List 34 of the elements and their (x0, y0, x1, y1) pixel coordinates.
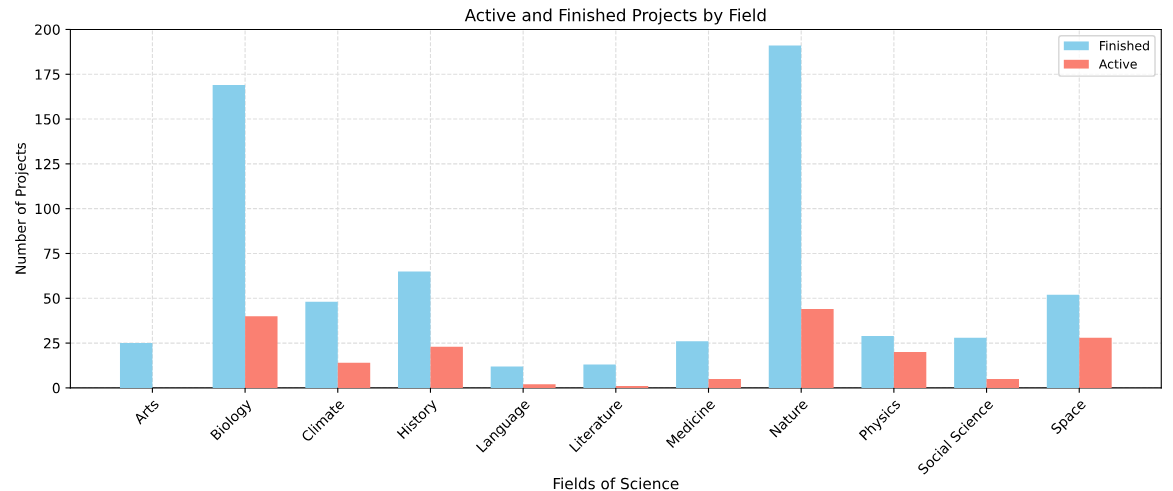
bar (861, 335, 894, 388)
bar (801, 309, 834, 388)
bar (1079, 337, 1112, 388)
y-tick-label: 100 (35, 203, 60, 215)
y-tick-label: 75 (44, 248, 60, 259)
chart-title: Active and Finished Projects by Field (464, 8, 766, 25)
bar (523, 384, 556, 388)
bar (676, 341, 709, 388)
bar (305, 301, 338, 388)
bar (1046, 294, 1080, 388)
bar (768, 45, 802, 388)
y-tick-label: 0 (52, 382, 60, 394)
bar (398, 271, 431, 388)
bar (119, 343, 153, 388)
y-tick-label: 150 (35, 114, 60, 125)
bar (337, 362, 371, 388)
y-axis-title: Number of Projects (15, 142, 29, 274)
bar (583, 364, 616, 388)
y-tick-label: 25 (44, 338, 60, 349)
bar (430, 346, 463, 388)
legend-label: Finished (1100, 40, 1149, 51)
bar (490, 366, 524, 388)
bar (212, 85, 246, 388)
bar (986, 378, 1019, 388)
bar (954, 337, 987, 388)
legend-label: Active (1098, 59, 1137, 69)
bar (708, 378, 741, 388)
y-tick-label: 200 (35, 24, 60, 35)
bar (893, 352, 927, 388)
y-tick-label: 175 (35, 69, 60, 80)
bar (245, 316, 278, 388)
x-axis-title: Fields of Science (553, 477, 679, 490)
y-tick-label: 50 (44, 293, 60, 304)
y-tick-label: 125 (35, 158, 60, 170)
